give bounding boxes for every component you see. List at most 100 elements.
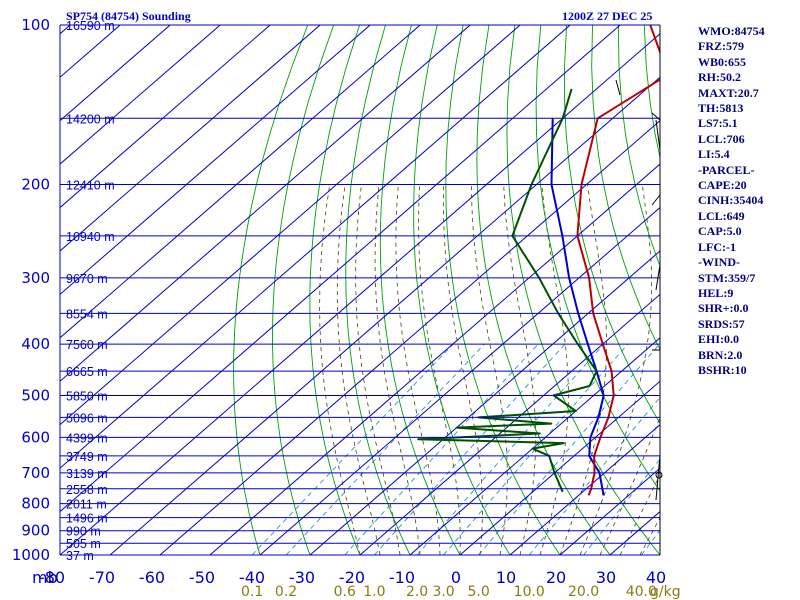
pressure-tick-label: 600 [21, 428, 50, 446]
index-item: STM:359/7 [698, 270, 756, 285]
index-item: TH:5813 [698, 101, 744, 116]
dry-adiabat [506, 25, 660, 555]
dry-adiabat [643, 25, 660, 160]
index-item: LFC:-1 [698, 239, 736, 254]
moist-adiabat [418, 184, 461, 555]
wind-barb [651, 112, 661, 121]
mixing-ratio-label: 0.1 [241, 584, 263, 600]
height-label: 14200 m [66, 112, 115, 126]
index-item: RH:50.2 [698, 70, 741, 85]
isotherm [60, 25, 321, 252]
index-item: HEL:9 [698, 285, 734, 300]
dry-adiabat [696, 25, 800, 555]
moist-adiabat [619, 473, 660, 555]
dry-adiabat [722, 25, 800, 555]
index-item: LCL:706 [698, 131, 745, 146]
pressure-tick-label: 300 [21, 269, 50, 287]
mixing-ratio-label: 5.0 [467, 584, 489, 600]
moist-adiabat [443, 184, 483, 555]
moist-adiabat [539, 184, 569, 555]
index-item: SHR+:0.0 [698, 301, 749, 316]
moist-adiabat [471, 184, 508, 555]
wind-barb [655, 264, 661, 291]
sounding-datetime: 1200Z 27 DEC 25 [562, 9, 653, 23]
sounding-profiles [417, 25, 660, 496]
height-label: 505 m [66, 537, 101, 551]
temperature-tick-label: -70 [89, 568, 115, 587]
isotherm [559, 467, 660, 555]
temperature-tick-label: -80 [39, 568, 65, 587]
pressure-tick-label: 900 [21, 522, 50, 540]
wind-barbs [615, 25, 663, 555]
mixing-ratio-line [344, 343, 539, 555]
sounding-indices-panel: WMO:84754 FRZ:579 WB0:655 RH:50.2 MAXT:20.7 T… [698, 24, 765, 378]
dry-adiabat [445, 25, 561, 555]
height-label: 16590 m [66, 19, 115, 33]
index-item: -WIND- [698, 255, 740, 270]
index-item: MAXT:20.7 [698, 85, 759, 100]
pressure-tick-label: 400 [21, 335, 50, 353]
isotherm [309, 250, 660, 555]
temperature-tick-label: -10 [389, 568, 415, 587]
temperature-tick-label: 10 [496, 568, 516, 587]
pressure-tick-label: 200 [21, 176, 50, 194]
isotherm [60, 25, 271, 209]
pressure-tick-label: 100 [21, 16, 50, 34]
isotherm [60, 25, 521, 426]
isotherm [509, 424, 660, 555]
pressure-tick-label: 800 [21, 495, 50, 513]
height-label: 9670 m [66, 272, 108, 286]
dry-adiabat [345, 25, 411, 555]
index-item: WMO:84754 [698, 24, 765, 38]
isotherm [60, 25, 471, 382]
temperature-trace [576, 25, 660, 496]
index-item: SRDS:57 [698, 316, 745, 331]
height-label: 5850 m [66, 389, 108, 403]
mixing-ratio-line [416, 343, 605, 555]
index-item: -PARCEL- [698, 162, 755, 177]
isotherm [459, 380, 660, 555]
temperature-tick-label: -20 [339, 568, 365, 587]
height-label: 4399 m [66, 431, 108, 445]
isotherm [259, 206, 660, 555]
dry-adiabat [670, 25, 800, 555]
mixing-ratio-label: 2.0 [406, 584, 428, 600]
isotherm [60, 25, 371, 296]
pressure-unit-label: mb [32, 568, 58, 587]
height-label: 8554 m [66, 307, 108, 321]
isotherm [609, 510, 660, 555]
isotherm [409, 337, 660, 555]
temperature-tick-label: 0 [451, 568, 461, 587]
dry-adiabat [774, 25, 800, 555]
mixing-ratio-label: 0.2 [275, 584, 297, 600]
isotherm [60, 33, 660, 555]
height-label: 12410 m [66, 179, 115, 193]
index-item: LCL:649 [698, 208, 745, 223]
chart-title: SP754 (84754) Sounding [66, 9, 191, 23]
index-item: EHI:0.0 [698, 332, 740, 347]
temperature-tick-label: -40 [239, 568, 265, 587]
height-label: 1496 m [66, 512, 108, 526]
moist-adiabat [395, 184, 441, 555]
dry-adiabat [617, 25, 660, 268]
height-label: 990 m [66, 525, 101, 539]
dry-adiabat [309, 25, 361, 555]
index-item: BSHR:10 [698, 362, 747, 377]
index-item: FRZ:579 [698, 39, 744, 54]
temperature-tick-label: 40 [646, 568, 666, 587]
isotherm [209, 163, 660, 555]
pressure-tick-label: 700 [21, 464, 50, 482]
mixing-ratio-label: 20.0 [568, 584, 599, 600]
isotherm [159, 119, 660, 555]
moist-adiabat [374, 184, 421, 555]
index-item: BRN:2.0 [698, 347, 743, 362]
temperature-tick-label: 20 [546, 568, 566, 587]
temperature-tick-label: -50 [189, 568, 215, 587]
mixing-ratio-label: 0.6 [334, 584, 356, 600]
isotherm [60, 25, 171, 122]
index-item: WB0:655 [698, 54, 746, 69]
index-item: CINH:35404 [698, 193, 764, 208]
isotherm [60, 25, 421, 339]
